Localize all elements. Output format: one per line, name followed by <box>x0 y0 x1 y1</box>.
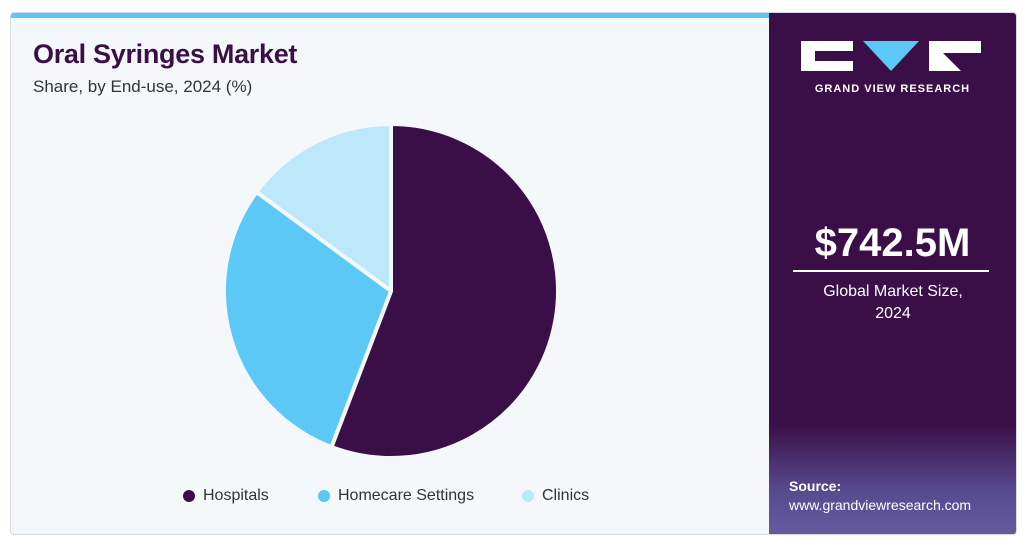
legend-label: Hospitals <box>203 487 269 504</box>
market-size: $742.5M <box>814 221 971 265</box>
chart-title: Oral Syringes Market <box>33 39 298 69</box>
legend-marker <box>318 490 330 502</box>
legend-marker <box>183 490 195 502</box>
pie-slice <box>254 122 393 293</box>
legend-label: Homecare Settings <box>338 487 474 504</box>
legend-marker <box>522 490 534 502</box>
divider <box>793 270 989 272</box>
logo <box>801 41 981 71</box>
top-bar <box>11 13 769 18</box>
pie-slice <box>329 122 560 460</box>
legend-label: Clinics <box>542 487 589 504</box>
source-label: Source: <box>789 478 842 494</box>
pie-slice <box>222 189 393 450</box>
chart-subtitle: Share, by End-use, 2024 (%) <box>33 77 253 96</box>
card: Hospitals Homecare Settings Clinics Oral S… <box>10 12 1017 535</box>
chart: Hospitals Homecare Settings Clinics <box>183 122 589 504</box>
panel-background <box>769 424 1016 534</box>
market-size-label: Global Market Size, 2024 <box>823 283 963 322</box>
source-url: www.grandviewresearch.com <box>789 497 972 513</box>
side-panel: GRAND VIEW RESEARCH $742.5M Global Marke… <box>769 13 1016 534</box>
brand: GRAND VIEW RESEARCH <box>814 83 971 95</box>
